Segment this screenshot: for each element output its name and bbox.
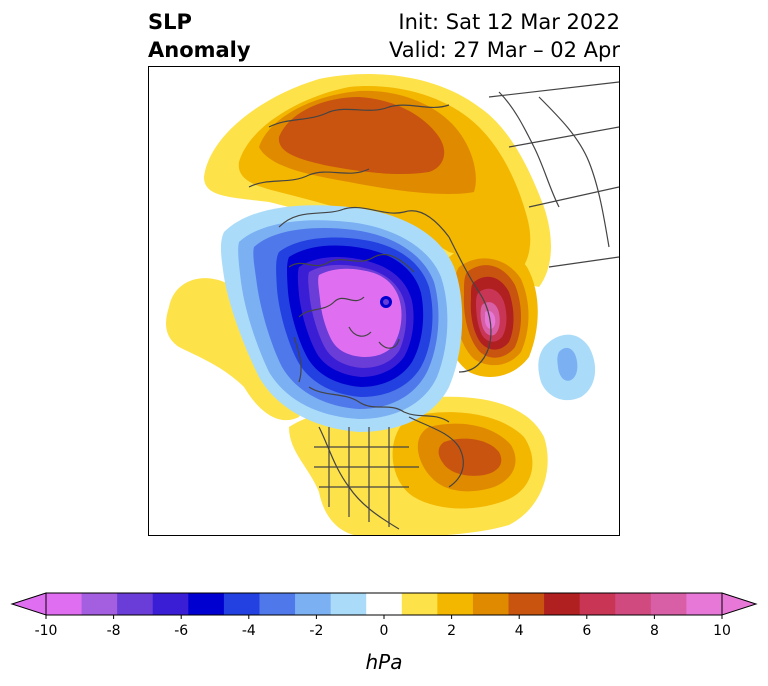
- anomaly-negative-east: [538, 334, 596, 401]
- colorbar-bin: [259, 593, 296, 615]
- colorbar-tick-label: -4: [242, 623, 256, 639]
- colorbar-tick-label: -10: [35, 623, 58, 639]
- colorbar-ticks: -10 -8 -6 -4 -2 0 2 4 6 8 10: [35, 615, 731, 639]
- colorbar-bin: [544, 593, 581, 615]
- colorbar-extend-high: [721, 592, 758, 616]
- colorbar-tick-label: -2: [309, 623, 323, 639]
- title-variable: SLP: [148, 10, 192, 34]
- colorbar-bin: [508, 593, 545, 615]
- colorbar-tick-label: 4: [515, 623, 524, 639]
- anomaly-positive-atlantic: [289, 396, 548, 535]
- colorbar-bin: [366, 593, 403, 615]
- title-left: SLP Anomaly: [148, 8, 251, 64]
- colorbar-tick-label: 8: [650, 623, 659, 639]
- colorbar-bin: [472, 593, 510, 615]
- anomaly-positive-eurasia: [204, 74, 551, 287]
- colorbar-bin: [330, 593, 367, 615]
- valid-range: Valid: 27 Mar – 02 Apr: [389, 38, 620, 62]
- slp-anomaly-map: [166, 74, 619, 535]
- colorbar-bin: [46, 593, 83, 615]
- colorbar-bin: [401, 593, 438, 615]
- contour-neg10: [318, 268, 402, 357]
- colorbar-tick-label: 6: [582, 623, 591, 639]
- colorbar-bin: [615, 593, 652, 615]
- low-center-core: [383, 299, 389, 305]
- colorbar-tick-label: 2: [447, 623, 456, 639]
- contour-neg2: [557, 347, 578, 381]
- colorbar-extend-low: [10, 592, 47, 616]
- colorbar-unit-label: hPa: [366, 650, 403, 674]
- colorbar-bin: [295, 593, 332, 615]
- contour-pos4: [438, 438, 502, 476]
- colorbar-bin: [437, 593, 474, 615]
- colorbar-bins: [10, 592, 758, 616]
- colorbar-bin: [650, 593, 687, 615]
- colorbar-bin: [223, 593, 260, 615]
- colorbar-bin: [686, 593, 723, 615]
- colorbar-bin: [188, 593, 225, 615]
- colorbar-tick-label: -6: [174, 623, 188, 639]
- colorbar: -10 -8 -6 -4 -2 0 2 4 6 8 10 hPa: [10, 592, 758, 674]
- init-date: Init: Sat 12 Mar 2022: [398, 10, 620, 34]
- title-field: Anomaly: [148, 38, 251, 62]
- colorbar-bin: [579, 593, 616, 615]
- colorbar-bin: [117, 593, 154, 615]
- colorbar-tick-label: 0: [380, 623, 389, 639]
- colorbar-bin: [81, 593, 118, 615]
- colorbar-tick-label: -8: [107, 623, 121, 639]
- contour-pos4: [278, 97, 445, 175]
- coastlines: [248, 81, 619, 530]
- colorbar-bin: [152, 593, 189, 615]
- title-right: Init: Sat 12 Mar 2022 Valid: 27 Mar – 02…: [389, 8, 620, 64]
- map-panel: [148, 66, 620, 536]
- colorbar-tick-label: 10: [713, 623, 731, 639]
